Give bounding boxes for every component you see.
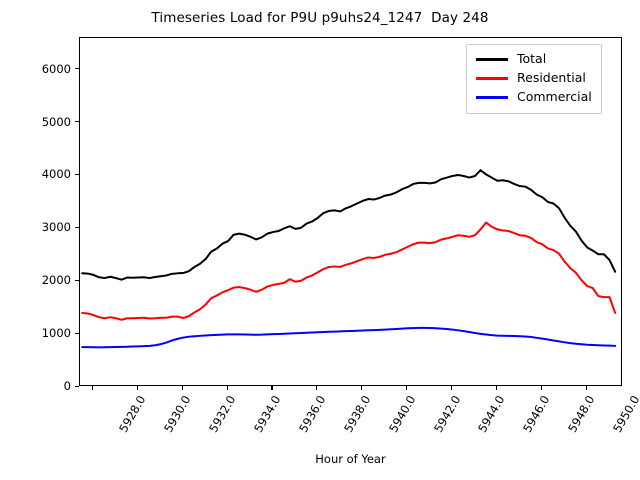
y-tick-label: 4000	[41, 167, 71, 182]
x-tick-mark	[271, 386, 273, 390]
y-tick-label: 2000	[41, 273, 71, 288]
x-tick-label: 5934.0	[251, 393, 284, 435]
x-tick-mark	[316, 386, 318, 390]
legend-swatch-commercial	[476, 96, 508, 99]
x-tick-label: 5936.0	[296, 393, 329, 435]
y-tick-mark	[75, 385, 79, 387]
x-tick-label: 5940.0	[385, 393, 419, 435]
y-tick-label: 5000	[41, 114, 71, 129]
series-line-total	[81, 169, 617, 281]
x-tick-mark	[585, 386, 587, 390]
y-tick-label: 3000	[41, 220, 71, 235]
legend-label-residential: Residential	[517, 70, 586, 86]
x-tick-mark	[181, 386, 183, 390]
x-tick-mark	[226, 386, 228, 390]
legend-item-total: Total	[476, 50, 592, 69]
x-axis-label: Hour of Year	[315, 452, 386, 466]
x-tick-label: 5942.0	[430, 393, 463, 435]
x-tick-mark	[495, 386, 497, 390]
series-canvas	[81, 169, 617, 349]
page-title: Timeseries Load for P9U p9uhs24_1247 Day…	[151, 10, 489, 26]
x-tick-mark	[91, 386, 94, 390]
x-tick-mark	[136, 386, 138, 390]
x-tick-mark	[361, 386, 363, 390]
x-tick-label: 5944.0	[475, 393, 508, 435]
y-tick-label: 1000	[41, 326, 71, 341]
x-tick-label: 5946.0	[520, 393, 553, 435]
y-tick-mark	[75, 279, 79, 281]
legend: Total Residential Commercial	[466, 44, 602, 114]
y-tick-mark	[75, 68, 79, 70]
legend-item-residential: Residential	[476, 69, 592, 88]
x-tick-label: 5930.0	[161, 393, 194, 435]
series-line-residential	[81, 221, 617, 321]
x-tick-mark	[450, 386, 453, 390]
x-tick-label: 5938.0	[340, 393, 374, 435]
y-tick-mark	[75, 332, 79, 334]
x-tick-label: 5950.0	[610, 393, 640, 435]
y-tick-mark	[75, 121, 79, 123]
y-tick-label: 6000	[41, 61, 71, 76]
x-tick-mark	[540, 386, 542, 390]
x-tick-mark	[406, 386, 408, 390]
legend-swatch-residential	[476, 77, 508, 80]
legend-label-total: Total	[517, 51, 547, 67]
legend-swatch-total	[476, 58, 508, 61]
y-tick-mark	[75, 173, 79, 176]
x-tick-label: 5932.0	[206, 393, 239, 435]
x-tick-label: 5928.0	[116, 393, 149, 435]
x-tick-label: 5948.0	[565, 393, 598, 435]
y-tick-mark	[75, 226, 79, 228]
series-line-commercial	[81, 326, 617, 349]
y-tick-label: 0	[63, 379, 71, 393]
legend-item-commercial: Commercial	[476, 88, 592, 107]
legend-label-commercial: Commercial	[517, 89, 592, 105]
